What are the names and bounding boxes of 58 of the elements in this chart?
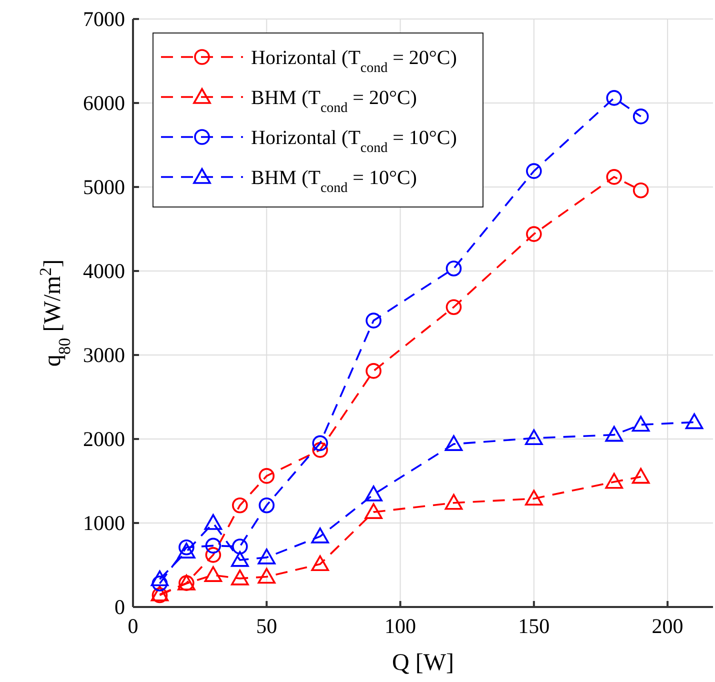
point — [178, 542, 196, 558]
point — [258, 548, 276, 564]
y-tick-label: 5000 — [83, 175, 125, 199]
point — [444, 494, 463, 510]
point — [605, 472, 624, 489]
point — [205, 547, 222, 563]
point — [152, 576, 168, 592]
point — [525, 429, 543, 446]
y-tick-label: 2000 — [83, 427, 125, 451]
point — [204, 514, 222, 530]
point — [632, 416, 650, 432]
point — [231, 570, 249, 586]
point — [150, 570, 169, 586]
point — [232, 538, 248, 554]
point — [258, 468, 275, 484]
point — [231, 551, 249, 567]
y-tick-label: 6000 — [83, 91, 125, 115]
point — [311, 528, 329, 544]
legend-label: BHM (T$_{cond}$ = 20°C) — [251, 87, 417, 116]
point — [446, 299, 462, 316]
point — [364, 503, 382, 519]
point — [311, 555, 329, 572]
point — [444, 435, 463, 451]
point — [178, 539, 194, 556]
y-tick-label: 3000 — [83, 343, 125, 367]
legend-label: Horizontal (T$_{cond}$ = 10°C) — [251, 127, 457, 156]
point — [632, 468, 650, 484]
x-tick-label: 50 — [256, 614, 278, 638]
point — [605, 426, 624, 442]
point — [364, 486, 382, 502]
point — [632, 182, 649, 198]
point — [366, 312, 382, 328]
x-tick-label: 200 — [652, 614, 684, 638]
y-tick-label: 1000 — [83, 511, 125, 535]
point — [258, 568, 276, 584]
point — [366, 363, 382, 379]
y-tick-label: 7000 — [83, 7, 125, 31]
x-tick-label: 100 — [384, 614, 416, 638]
x-axis-title: Q [W] — [392, 650, 454, 676]
point — [205, 538, 222, 554]
point — [446, 260, 462, 276]
point — [685, 413, 704, 430]
x-tick-label: 150 — [518, 614, 550, 638]
point — [312, 442, 328, 458]
point — [632, 108, 649, 124]
point — [606, 169, 622, 185]
point — [526, 226, 542, 242]
legend-label: BHM (T$_{cond}$ = 10°C) — [251, 167, 417, 196]
y-tick-label: 0 — [114, 595, 125, 619]
point — [258, 497, 275, 514]
point — [606, 90, 622, 106]
point — [312, 435, 328, 452]
y-tick-label: 4000 — [83, 259, 125, 283]
legend-label: Horizontal (T$_{cond}$ = 20°C) — [251, 47, 457, 76]
point — [204, 566, 222, 582]
point — [525, 490, 543, 506]
point — [526, 163, 542, 179]
point — [232, 497, 248, 514]
